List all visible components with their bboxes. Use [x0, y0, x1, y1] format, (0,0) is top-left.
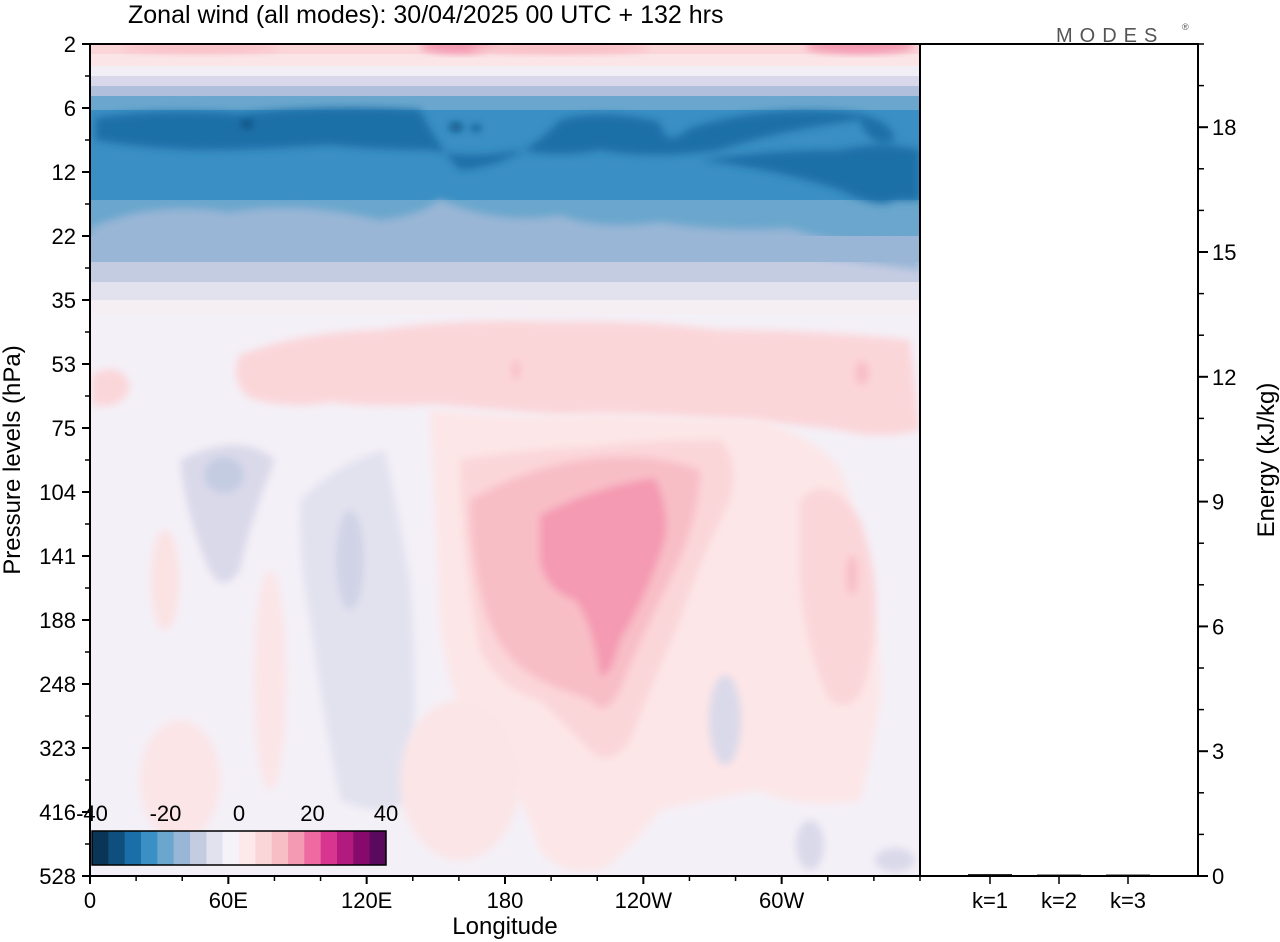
x-tick-label: 120E	[341, 888, 392, 913]
energy-tick-label: 15	[1212, 240, 1236, 265]
y-tick-label: 6	[64, 96, 76, 121]
x-tick-label: 120W	[615, 888, 673, 913]
y-tick-label: 141	[39, 544, 76, 569]
x-tick-label: 180	[487, 888, 524, 913]
y-tick-label: 416	[39, 800, 76, 825]
energy-axis-ticks: 0 3 6 9 12 15 18	[1198, 43, 1236, 889]
colorbar: -40 -20 0 20 40	[76, 801, 398, 866]
x-axis-ticks: 0 60E 120E 180 120W 60W	[84, 876, 921, 913]
colorbar-tick-label: 0	[233, 801, 245, 826]
y-tick-label: 323	[39, 736, 76, 761]
x-tick-label: 60W	[759, 888, 804, 913]
y-tick-label: 22	[52, 224, 76, 249]
energy-bar	[1106, 874, 1150, 877]
energy-axis-label: Energy (kJ/kg)	[1253, 383, 1280, 538]
colorbar-swatch	[141, 831, 158, 865]
colorbar-swatch	[173, 831, 191, 865]
colorbar-swatch	[190, 831, 207, 865]
energy-category-label: k=3	[1110, 888, 1146, 913]
y-tick-label: 53	[52, 352, 76, 377]
colorbar-swatch	[369, 831, 387, 865]
colorbar-swatch	[288, 831, 305, 865]
colorbar-tick-label: 20	[300, 801, 324, 826]
energy-category-label: k=2	[1041, 888, 1077, 913]
y-tick-label: 248	[39, 672, 76, 697]
colorbar-swatch	[108, 831, 126, 865]
colorbar-swatch	[222, 831, 240, 865]
colorbar-swatch	[337, 831, 354, 865]
y-tick-label: 35	[52, 288, 76, 313]
energy-tick-label: 3	[1212, 739, 1224, 764]
y-tick-label: 75	[52, 416, 76, 441]
colorbar-swatch	[304, 831, 322, 865]
energy-tick-label: 0	[1212, 864, 1224, 889]
energy-panel-frame	[919, 43, 1199, 877]
energy-bar	[968, 874, 1012, 876]
svg-text:MODES: MODES	[1056, 25, 1164, 47]
energy-tick-label: 18	[1212, 115, 1236, 140]
colorbar-swatch	[157, 831, 175, 865]
colorbar-swatch	[353, 831, 371, 865]
chart-title: Zonal wind (all modes): 30/04/2025 00 UT…	[128, 1, 723, 29]
x-tick-label: 60E	[209, 888, 248, 913]
colorbar-tick-label: -40	[76, 801, 108, 826]
energy-tick-label: 12	[1212, 365, 1236, 390]
energy-tick-label: 6	[1212, 614, 1224, 639]
colorbar-tick-label: 40	[374, 801, 398, 826]
colorbar-swatch	[206, 831, 224, 865]
colorbar-tick-label: -20	[150, 801, 182, 826]
energy-bar	[1037, 874, 1081, 877]
x-axis-label: Longitude	[452, 913, 557, 940]
y-tick-label: 188	[39, 608, 76, 633]
colorbar-swatch	[124, 831, 142, 865]
zonal-wind-heatmap	[90, 44, 920, 876]
colorbar-swatch	[255, 831, 273, 865]
y-tick-label: 12	[52, 160, 76, 185]
colorbar-swatch	[239, 831, 256, 865]
colorbar-swatch	[92, 831, 109, 865]
y-axis-ticks: 2 6 12 22 35 53 75 104 141 188 248 323 416 528	[39, 32, 90, 889]
energy-tick-label: 9	[1212, 490, 1224, 515]
energy-bars: k=1 k=2 k=3	[968, 874, 1150, 913]
energy-category-label: k=1	[972, 888, 1008, 913]
x-tick-label: 0	[84, 888, 96, 913]
y-tick-label: 528	[39, 864, 76, 889]
colorbar-swatch	[271, 831, 289, 865]
svg-text:®: ®	[1182, 22, 1189, 32]
colorbar-frame	[91, 830, 387, 866]
modes-logo: MODES ®	[1056, 22, 1189, 47]
y-axis-label: Pressure levels (hPa)	[0, 345, 26, 574]
colorbar-swatch	[320, 831, 338, 865]
y-tick-label: 2	[64, 32, 76, 57]
y-tick-label: 104	[39, 480, 76, 505]
